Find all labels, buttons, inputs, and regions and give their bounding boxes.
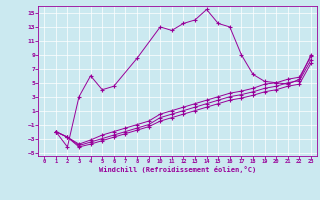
X-axis label: Windchill (Refroidissement éolien,°C): Windchill (Refroidissement éolien,°C) xyxy=(99,166,256,173)
